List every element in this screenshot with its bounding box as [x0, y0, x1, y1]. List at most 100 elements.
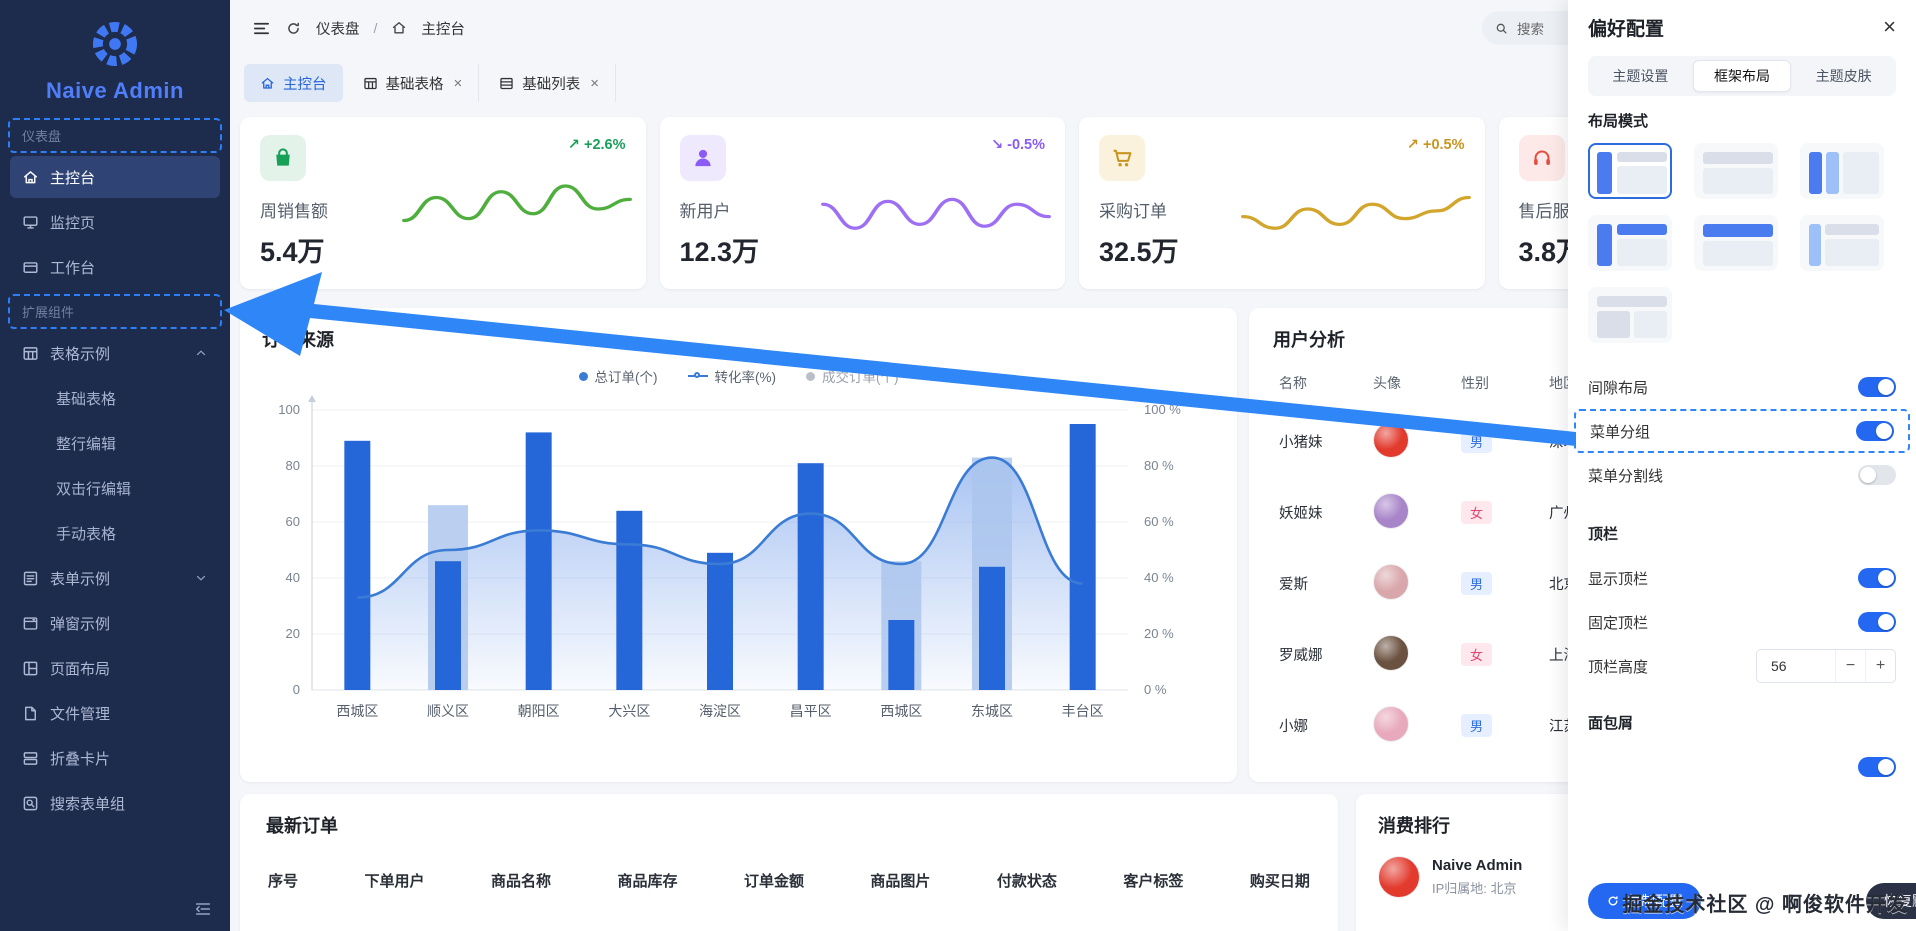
tab-基础表格[interactable]: 基础表格 × [347, 64, 480, 102]
stat-label: 新用户 [679, 202, 731, 221]
sidebar-item-file-manage[interactable]: 文件管理 [10, 692, 220, 734]
sidebar-subitem-label: 双击行编辑 [56, 480, 132, 498]
legend-item[interactable]: 转化率(%) [687, 366, 776, 386]
refresh-icon[interactable] [285, 20, 302, 37]
rank-row[interactable]: Naive Admin IP归属地: 北京 [1378, 856, 1882, 898]
toggle-固定顶栏[interactable] [1858, 612, 1896, 632]
toggle-菜单分割线[interactable] [1858, 465, 1896, 485]
increase-button[interactable]: + [1865, 650, 1895, 682]
orders-table-header: 序号 下单用户 商品名称 商品库存 订单金额 商品图片 付款状态 客户标签 购买日期 [240, 870, 1338, 891]
sidebar-item-console[interactable]: 主控台 [10, 156, 220, 198]
topbar-height-value: 56 [1771, 658, 1787, 674]
sidebar-item-page-layout[interactable]: 页面布局 [10, 647, 220, 689]
hamburger-icon[interactable] [252, 19, 271, 38]
table-row[interactable]: 爱斯男北京 [1249, 548, 1904, 619]
layout-part [1597, 224, 1612, 266]
toggle-间隙布局[interactable] [1858, 377, 1896, 397]
logo[interactable]: Naive Admin [0, 0, 230, 112]
legend-item[interactable]: 总订单(个) [578, 366, 658, 386]
sparkline [401, 184, 632, 223]
table-row[interactable]: 罗威娜女上海 [1249, 619, 1904, 690]
toggle-显示顶栏[interactable] [1858, 568, 1896, 588]
layout-part [1617, 224, 1667, 235]
table-row[interactable]: 小娜男江苏 [1249, 690, 1904, 761]
svg-text:西城区: 西城区 [880, 703, 922, 719]
layout-part [1809, 152, 1822, 194]
close-icon[interactable]: × [590, 74, 600, 92]
svg-text:40: 40 [286, 570, 300, 585]
gender-badge: 女 [1461, 643, 1493, 666]
svg-text:60: 60 [286, 514, 300, 529]
sidebar-subitem[interactable]: 整行编辑 [10, 422, 220, 464]
avatar [1373, 564, 1409, 600]
rank-user-name: Naive Admin [1432, 857, 1523, 874]
setting-label: 固定顶栏 [1588, 614, 1649, 632]
close-icon[interactable]: × [1883, 14, 1896, 39]
drawer-tab-主题皮肤[interactable]: 主题皮肤 [1815, 68, 1872, 84]
sidebar: Naive Admin 仪表盘 主控台 监控页 工作台 扩展组件 表格示例 基础表格 整行编辑… [0, 0, 230, 931]
topbar-switches: 显示顶栏 固定顶栏 [1588, 556, 1896, 644]
drawer-tabs: 主题设置 框架布局 主题皮肤 [1588, 56, 1896, 96]
legend-item[interactable]: 成交订单(个) [806, 366, 899, 386]
sidebar-item-monitor[interactable]: 监控页 [10, 201, 220, 243]
sidebar-item-workbench[interactable]: 工作台 [10, 246, 220, 288]
layout-mode-two-column[interactable] [1800, 143, 1884, 199]
toggle-knob [1878, 759, 1894, 775]
toggle-菜单分组[interactable] [1856, 421, 1894, 441]
sidebar-item-form-demo[interactable]: 表单示例 [10, 557, 220, 599]
setting-row: 菜单分割线 [1588, 453, 1896, 497]
layout-part [1634, 311, 1667, 338]
column-header: 商品名称 [490, 873, 551, 890]
tab-主控台[interactable]: 主控台 [244, 64, 343, 102]
layout-mode-blocks[interactable] [1588, 287, 1672, 343]
bag-icon [260, 135, 306, 181]
sidebar-menu: 仪表盘 主控台 监控页 工作台 扩展组件 表格示例 基础表格 整行编辑 双击行编辑 手动表格 表单示… [0, 112, 230, 887]
sidebar-subitem[interactable]: 手动表格 [10, 512, 220, 554]
sidebar-item-collapse-card[interactable]: 折叠卡片 [10, 737, 220, 779]
decrease-button[interactable]: − [1835, 650, 1865, 682]
layout-part [1597, 296, 1667, 307]
user-name: 罗威娜 [1279, 648, 1323, 664]
sidebar-collapse-icon[interactable] [0, 887, 230, 931]
reset-config-button[interactable]: 恢复默认 [1866, 883, 1916, 919]
layout-mode-horizontal[interactable] [1694, 143, 1778, 199]
sidebar-subitem[interactable]: 基础表格 [10, 377, 220, 419]
sidebar-item-modal-demo[interactable]: 弹窗示例 [10, 602, 220, 644]
setting-row: 固定顶栏 [1588, 600, 1896, 644]
tab-基础列表[interactable]: 基础列表 × [483, 64, 617, 102]
drawer-tab-框架布局[interactable]: 框架布局 [1692, 60, 1792, 92]
svg-text:80: 80 [286, 458, 300, 473]
drawer-tab-主题设置[interactable]: 主题设置 [1612, 68, 1669, 84]
svg-text:60 %: 60 % [1144, 514, 1174, 529]
sidebar-item-table-demo[interactable]: 表格示例 [10, 332, 220, 374]
column-header: 付款状态 [996, 873, 1057, 890]
topbar-height-stepper[interactable]: 56 − + [1756, 649, 1896, 683]
tab-label: 主控台 [283, 76, 327, 93]
breadcrumb-current[interactable]: 主控台 [421, 21, 465, 38]
cart-icon [1099, 135, 1145, 181]
sidebar-item-search-form-group[interactable]: 搜索表单组 [10, 782, 220, 824]
gender-badge: 男 [1461, 714, 1493, 737]
naive-admin-logo-icon [88, 17, 142, 71]
svg-text:20 %: 20 % [1144, 626, 1174, 641]
layout-mode-left-top[interactable] [1800, 215, 1884, 271]
tab-label: 基础列表 [522, 76, 581, 93]
copy-config-button[interactable]: 复制配置 [1588, 883, 1701, 919]
stat-card: ↗ +2.6% 周销售额 5.4万 [240, 117, 646, 289]
breadcrumb-dashboard[interactable]: 仪表盘 [316, 21, 360, 38]
close-icon[interactable]: × [453, 74, 463, 92]
layout-part [1703, 224, 1773, 237]
toggle-knob [1860, 467, 1876, 483]
sparkline [821, 197, 1051, 230]
trend-badge: ↗ +2.6% [567, 137, 626, 153]
layout-mode-mixed-vertical[interactable] [1588, 215, 1672, 271]
toggle-knob [1876, 423, 1892, 439]
list-icon [499, 76, 514, 91]
column-header: 名称 [1279, 375, 1307, 391]
setting-row [1588, 745, 1896, 789]
sidebar-subitem[interactable]: 双击行编辑 [10, 467, 220, 509]
layout-mode-top-nav[interactable] [1694, 215, 1778, 271]
toggle-breadcrumb-show[interactable] [1858, 757, 1896, 777]
layout-mode-vertical[interactable] [1588, 143, 1672, 199]
svg-text:西城区: 西城区 [336, 703, 378, 719]
